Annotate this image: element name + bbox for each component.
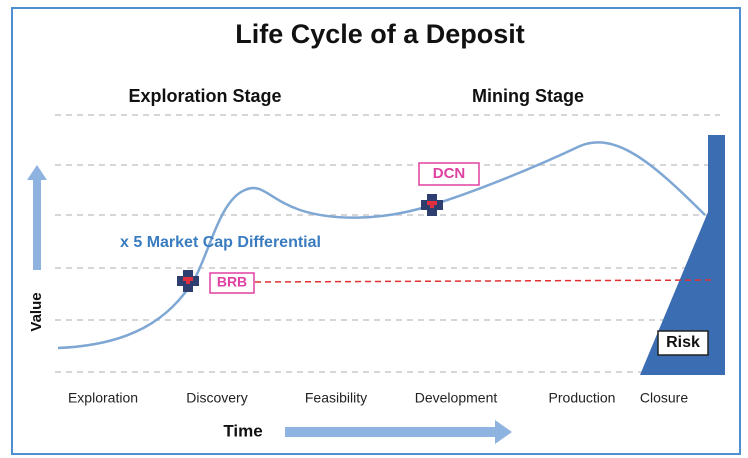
phase-label: Closure — [640, 390, 688, 406]
marker-label: BRB — [217, 274, 247, 290]
title: Life Cycle of a Deposit — [235, 19, 525, 49]
phase-label: Discovery — [186, 390, 247, 406]
risk-label: Risk — [666, 334, 700, 351]
x-axis-label: Time — [223, 421, 262, 440]
phase-label: Exploration — [68, 390, 138, 406]
marker-label: DCN — [433, 165, 466, 182]
marker-icon — [177, 270, 199, 292]
differential-line — [254, 279, 716, 283]
value-arrow — [27, 165, 47, 270]
risk-box — [657, 330, 709, 356]
phase-label: Feasibility — [305, 390, 367, 406]
y-axis-label: Value — [28, 292, 45, 331]
time-arrow — [285, 420, 512, 444]
risk-wedge — [640, 135, 725, 375]
stage-label: Exploration Stage — [128, 86, 281, 106]
marker-icon — [421, 194, 443, 216]
annotation: x 5 Market Cap Differential — [120, 234, 321, 251]
phase-label: Production — [549, 390, 616, 406]
frame — [11, 7, 741, 455]
marker-box — [418, 162, 480, 186]
stage-label: Mining Stage — [472, 86, 584, 106]
marker-box — [209, 272, 255, 294]
phase-label: Development — [415, 390, 498, 406]
